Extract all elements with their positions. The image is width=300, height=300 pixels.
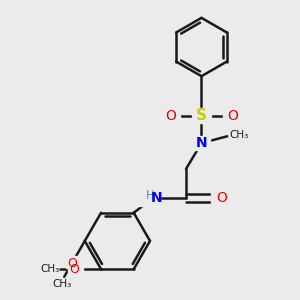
Text: O: O (217, 191, 227, 205)
Text: O: O (68, 256, 77, 270)
Bar (139, 190, 160, 206)
Text: N: N (151, 191, 163, 205)
Text: O: O (69, 263, 79, 276)
Text: H: H (146, 189, 154, 202)
Text: CH₃: CH₃ (230, 130, 249, 140)
Bar (223, 109, 238, 122)
Bar (68, 263, 83, 275)
Text: N: N (196, 136, 207, 150)
Bar (211, 191, 226, 205)
Bar (192, 108, 211, 123)
Text: CH₃: CH₃ (41, 264, 60, 274)
Text: O: O (165, 109, 176, 123)
Bar (66, 256, 81, 268)
Text: S: S (196, 108, 207, 123)
Text: CH₃: CH₃ (53, 279, 72, 289)
Bar (193, 136, 210, 150)
Bar (165, 109, 180, 122)
Text: O: O (227, 109, 238, 123)
